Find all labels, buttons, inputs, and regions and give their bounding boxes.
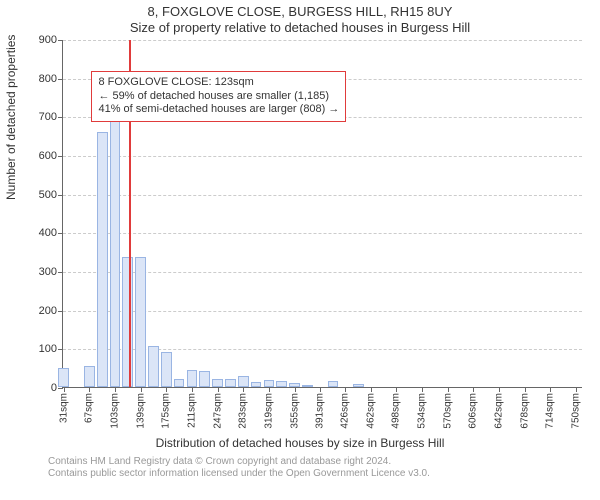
bar — [174, 379, 185, 388]
xtick-label: 31sqm — [58, 393, 69, 423]
xtick-label: 355sqm — [289, 393, 300, 429]
chart-container: 8, FOXGLOVE CLOSE, BURGESS HILL, RH15 8U… — [0, 0, 600, 500]
ytick-label: 600 — [39, 150, 57, 162]
callout-box: 8 FOXGLOVE CLOSE: 123sqm← 59% of detache… — [91, 71, 346, 122]
xtick-mark — [396, 387, 397, 392]
bar — [212, 379, 223, 387]
xtick-mark — [269, 387, 270, 392]
xtick-label: 103sqm — [110, 393, 121, 429]
ytick-label: 900 — [39, 34, 57, 46]
bar — [276, 381, 287, 387]
xtick-label: 67sqm — [84, 393, 95, 423]
y-axis-label: Number of detached properties — [4, 35, 18, 200]
xtick-mark — [218, 387, 219, 392]
ytick-label: 0 — [51, 382, 57, 394]
xtick-mark — [473, 387, 474, 392]
callout-line: ← 59% of detached houses are smaller (1,… — [98, 90, 339, 104]
bar — [187, 370, 198, 387]
bar — [251, 382, 262, 387]
ytick-label: 500 — [39, 189, 57, 201]
bar — [302, 385, 313, 387]
xtick-label: 606sqm — [468, 393, 479, 429]
bar — [84, 366, 95, 387]
xtick-mark — [64, 387, 65, 392]
attribution-line2: Contains public sector information licen… — [48, 468, 590, 480]
xtick-mark — [115, 387, 116, 392]
bar — [97, 132, 108, 387]
xtick-mark — [320, 387, 321, 392]
xtick-mark — [192, 387, 193, 392]
bar — [264, 380, 275, 387]
xtick-label: 678sqm — [519, 393, 530, 429]
ytick-label: 300 — [39, 266, 57, 278]
xtick-mark — [499, 387, 500, 392]
xtick-mark — [448, 387, 449, 392]
xtick-mark — [550, 387, 551, 392]
xtick-mark — [141, 387, 142, 392]
callout-line: 8 FOXGLOVE CLOSE: 123sqm — [98, 76, 339, 90]
bar — [135, 257, 146, 387]
xtick-label: 175sqm — [161, 393, 172, 429]
plot-inner: 010020030040050060070080090031sqm67sqm10… — [62, 40, 582, 388]
xtick-label: 750sqm — [570, 393, 581, 429]
plot-area: 010020030040050060070080090031sqm67sqm10… — [62, 40, 582, 388]
xtick-label: 714sqm — [545, 393, 556, 429]
bar — [58, 368, 69, 387]
bar — [238, 376, 249, 387]
xtick-mark — [295, 387, 296, 392]
xtick-label: 247sqm — [212, 393, 223, 429]
bar — [161, 352, 172, 387]
x-axis-label: Distribution of detached houses by size … — [0, 436, 600, 450]
ytick-label: 700 — [39, 111, 57, 123]
ytick-label: 100 — [39, 343, 57, 355]
xtick-mark — [525, 387, 526, 392]
xtick-mark — [89, 387, 90, 392]
chart-title-line1: 8, FOXGLOVE CLOSE, BURGESS HILL, RH15 8U… — [0, 0, 600, 20]
xtick-mark — [166, 387, 167, 392]
ytick-label: 400 — [39, 227, 57, 239]
bar — [328, 381, 339, 387]
xtick-label: 211sqm — [186, 393, 197, 428]
xtick-label: 319sqm — [263, 393, 274, 429]
xtick-label: 391sqm — [315, 393, 326, 429]
xtick-label: 426sqm — [340, 393, 351, 429]
attribution-line1: Contains HM Land Registry data © Crown c… — [48, 456, 590, 468]
xtick-label: 139sqm — [135, 393, 146, 429]
xtick-mark — [576, 387, 577, 392]
xtick-label: 283sqm — [238, 393, 249, 429]
xtick-mark — [243, 387, 244, 392]
xtick-label: 534sqm — [417, 393, 428, 429]
bar — [199, 371, 210, 387]
xtick-label: 498sqm — [391, 393, 402, 429]
ytick-mark — [58, 388, 63, 389]
callout-line: 41% of semi-detached houses are larger (… — [98, 103, 339, 117]
footer-block: Distribution of detached houses by size … — [0, 434, 600, 484]
xtick-label: 462sqm — [365, 393, 376, 429]
bar — [148, 346, 159, 387]
chart-title-line2: Size of property relative to detached ho… — [0, 20, 600, 38]
bar — [353, 384, 364, 387]
xtick-mark — [345, 387, 346, 392]
attribution: Contains HM Land Registry data © Crown c… — [0, 450, 600, 484]
bar — [122, 257, 133, 387]
ytick-label: 200 — [39, 305, 57, 317]
ytick-label: 800 — [39, 73, 57, 85]
xtick-mark — [371, 387, 372, 392]
xtick-label: 642sqm — [493, 393, 504, 429]
xtick-label: 570sqm — [442, 393, 453, 429]
bar — [225, 379, 236, 387]
xtick-mark — [422, 387, 423, 392]
